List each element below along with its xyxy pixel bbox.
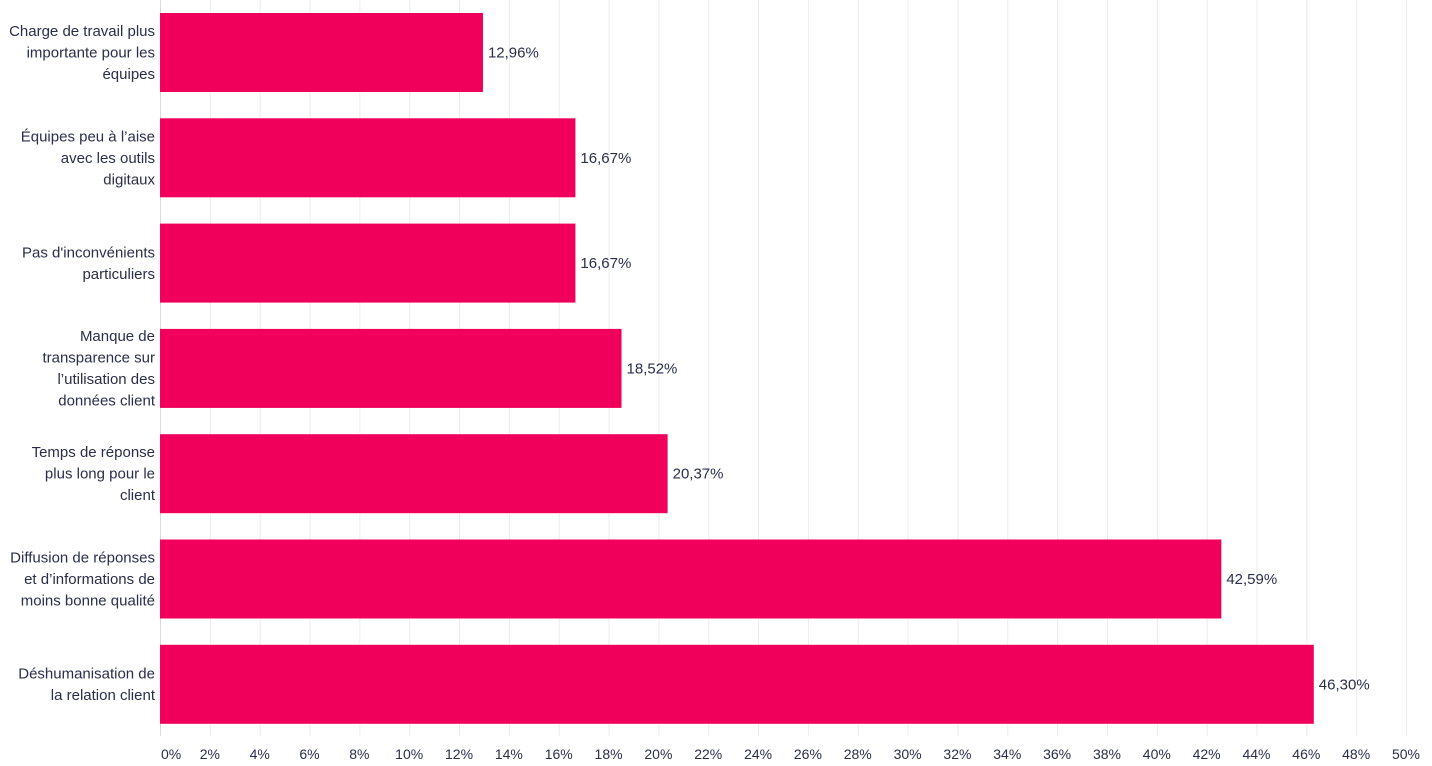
category-label-0-line-2: équipes bbox=[102, 66, 155, 83]
value-label-6: 46,30% bbox=[1319, 676, 1370, 693]
category-label-6: Déshumanisation de la relation client bbox=[18, 666, 156, 705]
x-tick-label-28: 28% bbox=[844, 746, 872, 762]
category-label-5: Diffusion de réponses et d’informations d… bbox=[10, 550, 155, 610]
x-tick-label-14: 14% bbox=[495, 746, 523, 762]
x-tick-label-36: 36% bbox=[1043, 746, 1071, 762]
x-axis-ticks: 0% 2% 4% 6% 8% 10% 12% 14% 16% 18% 20% 22% 24% 26% 28%… bbox=[161, 746, 1420, 762]
bar-5 bbox=[160, 539, 1222, 619]
x-tick-label-50: 50% bbox=[1392, 746, 1420, 762]
category-label-4: Temps de réponse plus long pour le client bbox=[32, 444, 156, 504]
category-label-0-line-1: importante pour les bbox=[27, 45, 155, 62]
x-tick-label-46: 46% bbox=[1292, 746, 1320, 762]
category-label-5-line-1: et d’informations de bbox=[24, 571, 155, 588]
value-label-3: 18,52% bbox=[627, 360, 678, 377]
value-label-4: 20,37% bbox=[673, 466, 724, 483]
category-label-4-line-0: Temps de réponse bbox=[32, 444, 155, 461]
x-tick-label-16: 16% bbox=[545, 746, 573, 762]
x-tick-label-20: 20% bbox=[644, 746, 672, 762]
x-tick-label-2: 2% bbox=[200, 746, 220, 762]
x-tick-label-24: 24% bbox=[744, 746, 772, 762]
category-label-2: Pas d'inconvénients particuliers bbox=[22, 244, 155, 283]
x-tick-label-6: 6% bbox=[299, 746, 319, 762]
category-label-1: Équipes peu à l’aise avec les outils digit… bbox=[21, 128, 156, 188]
x-tick-label-12: 12% bbox=[445, 746, 473, 762]
category-label-4-line-2: client bbox=[120, 487, 156, 504]
x-tick-label-8: 8% bbox=[349, 746, 369, 762]
category-label-5-line-0: Diffusion de réponses bbox=[10, 550, 155, 567]
category-label-1-line-2: digitaux bbox=[103, 171, 155, 188]
category-label-2-line-0: Pas d'inconvénients bbox=[22, 244, 155, 261]
x-tick-label-4: 4% bbox=[250, 746, 270, 762]
x-tick-label-32: 32% bbox=[943, 746, 971, 762]
bars bbox=[160, 13, 1314, 724]
value-label-2: 16,67% bbox=[580, 255, 631, 272]
category-label-0-line-0: Charge de travail plus bbox=[9, 23, 155, 40]
category-label-2-line-1: particuliers bbox=[82, 266, 155, 283]
category-label-5-line-2: moins bonne qualité bbox=[21, 593, 155, 610]
bar-4 bbox=[160, 434, 668, 514]
category-label-3-line-0: Manque de bbox=[80, 328, 155, 345]
bar-6 bbox=[160, 644, 1314, 724]
bar-3 bbox=[160, 328, 622, 408]
x-tick-label-10: 10% bbox=[395, 746, 423, 762]
x-tick-label-18: 18% bbox=[595, 746, 623, 762]
category-label-6-line-1: la relation client bbox=[51, 687, 156, 704]
x-tick-label-34: 34% bbox=[993, 746, 1021, 762]
category-label-3-line-2: l’utilisation des bbox=[57, 371, 155, 388]
category-label-3: Manque de transparence sur l’utilisation d… bbox=[42, 328, 155, 410]
category-labels: Charge de travail plus importante pour le… bbox=[9, 23, 156, 704]
bar-1 bbox=[160, 118, 576, 198]
x-tick-label-42: 42% bbox=[1193, 746, 1221, 762]
x-tick-label-30: 30% bbox=[894, 746, 922, 762]
value-labels: 12,96% 16,67% 16,67% 18,52% 20,37% 42,59% 46,3… bbox=[488, 45, 1370, 694]
category-label-1-line-1: avec les outils bbox=[61, 150, 155, 167]
value-label-0: 12,96% bbox=[488, 45, 539, 62]
category-label-0: Charge de travail plus importante pour le… bbox=[9, 23, 155, 83]
value-label-5: 42,59% bbox=[1226, 571, 1277, 588]
category-label-1-line-0: Équipes peu à l’aise bbox=[21, 128, 155, 145]
category-label-4-line-1: plus long pour le bbox=[45, 466, 155, 483]
x-tick-label-26: 26% bbox=[794, 746, 822, 762]
bar-2 bbox=[160, 223, 576, 303]
x-tick-label-38: 38% bbox=[1093, 746, 1121, 762]
x-tick-label-22: 22% bbox=[694, 746, 722, 762]
category-label-3-line-3: données client bbox=[58, 393, 156, 410]
category-label-6-line-0: Déshumanisation de bbox=[18, 666, 155, 683]
value-label-1: 16,67% bbox=[580, 150, 631, 167]
category-label-3-line-1: transparence sur bbox=[42, 350, 155, 367]
x-tick-label-44: 44% bbox=[1242, 746, 1270, 762]
x-tick-label-0: 0% bbox=[161, 746, 181, 762]
x-tick-label-48: 48% bbox=[1342, 746, 1370, 762]
bar-0 bbox=[160, 13, 483, 92]
x-tick-label-40: 40% bbox=[1143, 746, 1171, 762]
